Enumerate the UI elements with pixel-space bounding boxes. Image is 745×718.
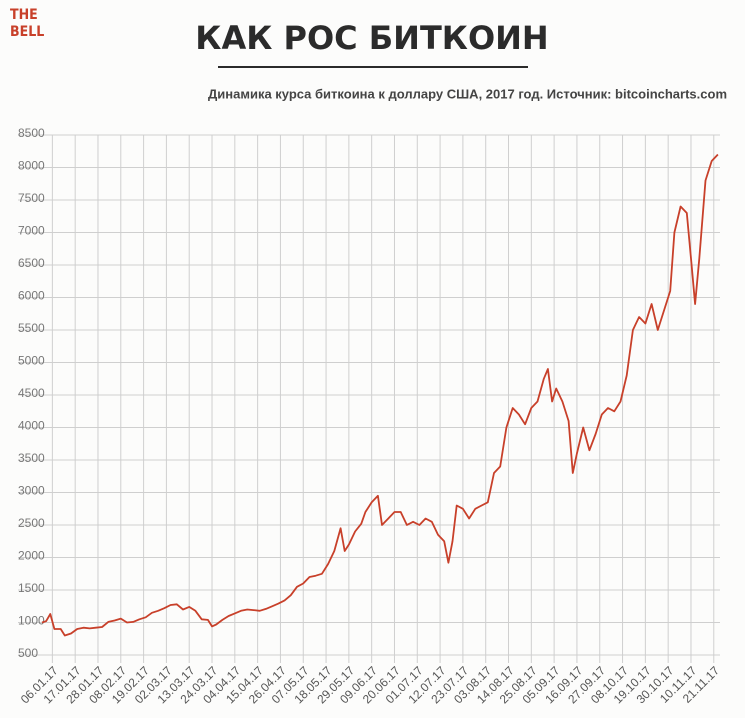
logo: THE xyxy=(10,7,38,23)
y-tick-label: 8500 xyxy=(18,126,45,140)
y-tick-label: 1000 xyxy=(18,614,45,628)
logo: BELL xyxy=(10,24,44,40)
y-tick-label: 5500 xyxy=(18,321,45,335)
y-tick-label: 7500 xyxy=(18,191,45,205)
y-tick-label: 3500 xyxy=(18,451,45,465)
y-tick-label: 1500 xyxy=(18,581,45,595)
chart-subtitle: Динамика курса биткоина к доллару США, 2… xyxy=(208,86,727,101)
y-tick-label: 7000 xyxy=(18,224,45,238)
y-tick-label: 3000 xyxy=(18,484,45,498)
chart-title: КАК РОС БИТКОИН xyxy=(195,19,548,57)
y-tick-label: 4000 xyxy=(18,419,45,433)
y-tick-label: 5000 xyxy=(18,354,45,368)
y-tick-label: 2000 xyxy=(18,549,45,563)
y-tick-label: 500 xyxy=(18,646,38,660)
y-tick-label: 6000 xyxy=(18,289,45,303)
y-tick-label: 4500 xyxy=(18,386,45,400)
y-tick-label: 8000 xyxy=(18,159,45,173)
y-tick-label: 6500 xyxy=(18,256,45,270)
price-line xyxy=(41,153,719,637)
y-tick-label: 2500 xyxy=(18,516,45,530)
